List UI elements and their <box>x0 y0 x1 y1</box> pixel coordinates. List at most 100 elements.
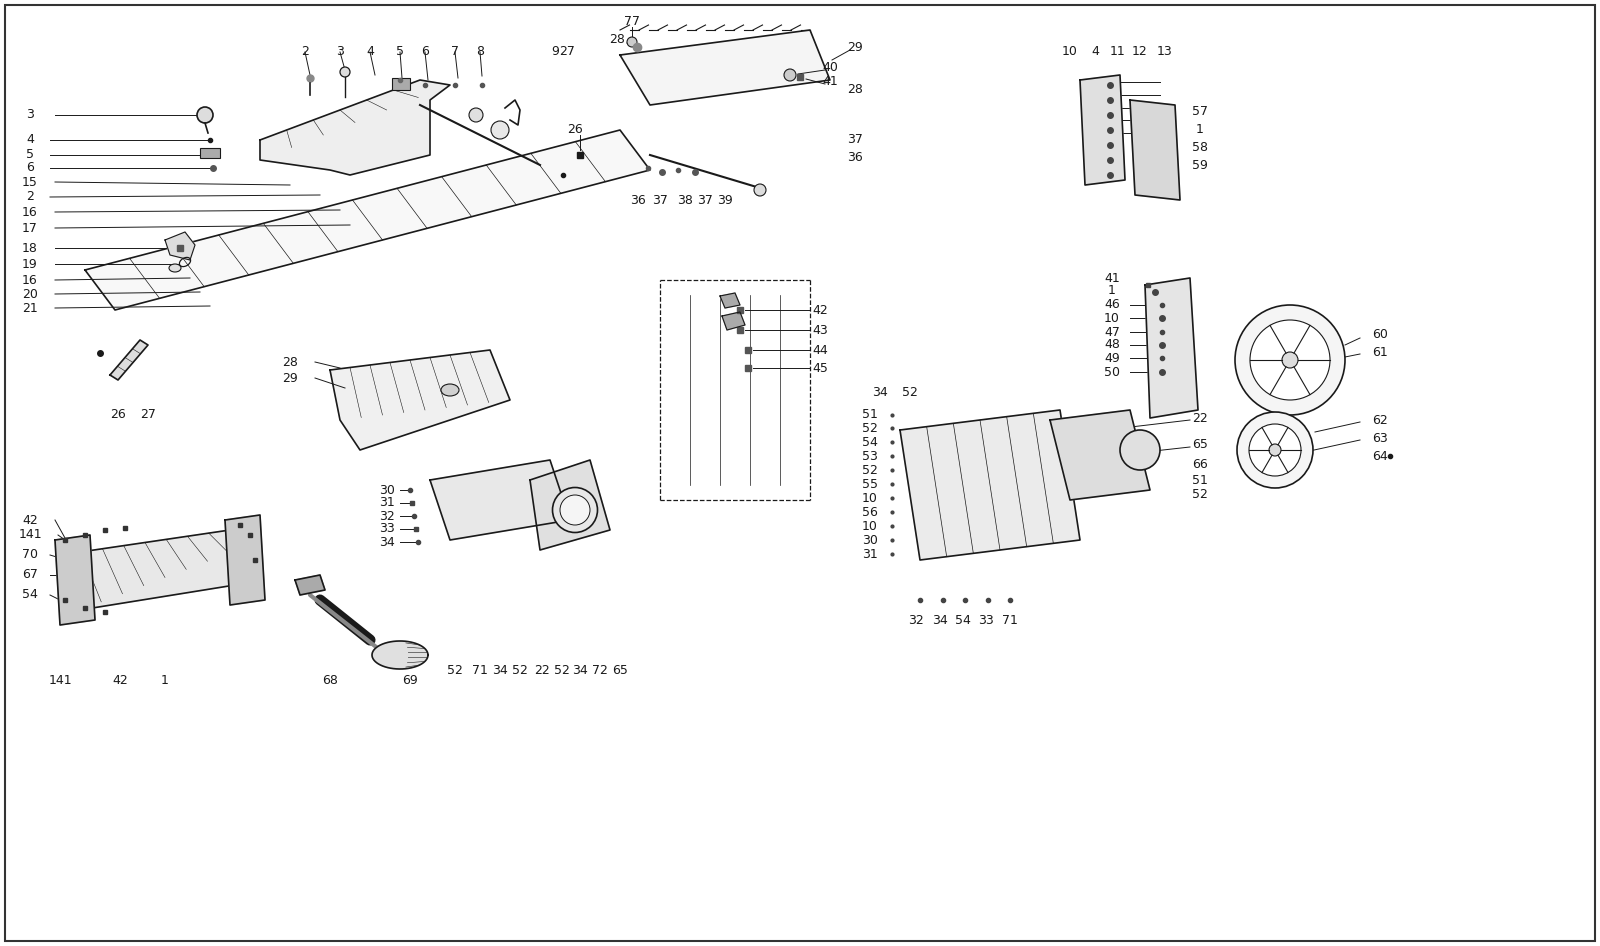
Text: 45: 45 <box>813 361 827 375</box>
Text: 4: 4 <box>366 45 374 59</box>
Circle shape <box>469 108 483 122</box>
Text: 33: 33 <box>978 614 994 626</box>
Text: 9: 9 <box>550 45 558 59</box>
Text: 41: 41 <box>1104 272 1120 285</box>
Text: 54: 54 <box>22 588 38 602</box>
Text: 13: 13 <box>1157 45 1173 59</box>
Ellipse shape <box>170 264 181 272</box>
Text: 50: 50 <box>1104 365 1120 378</box>
Text: 52: 52 <box>1192 488 1208 501</box>
Text: 21: 21 <box>22 302 38 314</box>
Polygon shape <box>1050 410 1150 500</box>
Text: 27: 27 <box>141 409 155 422</box>
Text: 29: 29 <box>846 42 862 55</box>
Text: 30: 30 <box>379 483 395 497</box>
Text: 28: 28 <box>282 356 298 369</box>
Text: 28: 28 <box>610 33 626 46</box>
Text: 36: 36 <box>630 194 646 206</box>
Circle shape <box>1282 352 1298 368</box>
Text: 57: 57 <box>1192 106 1208 118</box>
Text: 66: 66 <box>1192 459 1208 471</box>
Text: 18: 18 <box>22 241 38 254</box>
Text: 3: 3 <box>26 109 34 121</box>
Polygon shape <box>1130 100 1181 200</box>
Bar <box>200 148 221 158</box>
Text: 32: 32 <box>379 510 395 522</box>
Text: 34: 34 <box>933 614 947 626</box>
Ellipse shape <box>552 487 597 533</box>
Polygon shape <box>530 460 610 550</box>
Text: 52: 52 <box>446 663 462 676</box>
Circle shape <box>339 67 350 77</box>
Polygon shape <box>430 460 570 540</box>
Circle shape <box>1235 305 1346 415</box>
Polygon shape <box>722 312 746 330</box>
Text: 71: 71 <box>1002 614 1018 626</box>
Text: 49: 49 <box>1104 352 1120 364</box>
Text: 1: 1 <box>1109 284 1115 296</box>
Text: 4: 4 <box>26 133 34 147</box>
Polygon shape <box>54 535 94 625</box>
Text: 60: 60 <box>1373 328 1387 342</box>
Ellipse shape <box>442 384 459 396</box>
Text: 55: 55 <box>862 478 878 490</box>
Text: 47: 47 <box>1104 325 1120 339</box>
Text: 1: 1 <box>162 674 170 687</box>
Polygon shape <box>330 350 510 450</box>
Text: 61: 61 <box>1373 345 1387 359</box>
Text: 63: 63 <box>1373 431 1387 445</box>
Text: 10: 10 <box>862 492 878 504</box>
Text: 17: 17 <box>22 221 38 235</box>
Text: 141: 141 <box>18 529 42 541</box>
Text: 64: 64 <box>1373 449 1387 463</box>
Text: 36: 36 <box>846 151 862 165</box>
Text: 39: 39 <box>717 194 733 206</box>
Text: 34: 34 <box>379 535 395 549</box>
Polygon shape <box>110 340 147 380</box>
Text: 41: 41 <box>822 76 838 89</box>
Text: 43: 43 <box>813 324 827 337</box>
Text: 37: 37 <box>698 194 714 206</box>
Text: 22: 22 <box>534 663 550 676</box>
Polygon shape <box>165 232 195 260</box>
Circle shape <box>627 37 637 47</box>
Text: 19: 19 <box>22 257 38 271</box>
Circle shape <box>1237 412 1314 488</box>
Text: 34: 34 <box>872 386 888 398</box>
Text: 12: 12 <box>1133 45 1147 59</box>
Text: 16: 16 <box>22 205 38 219</box>
Text: 56: 56 <box>862 505 878 518</box>
Text: 52: 52 <box>554 663 570 676</box>
Text: 27: 27 <box>558 45 574 59</box>
Text: 58: 58 <box>1192 142 1208 154</box>
Polygon shape <box>1080 75 1125 185</box>
Text: 71: 71 <box>472 663 488 676</box>
Polygon shape <box>259 80 450 175</box>
Text: 10: 10 <box>1104 311 1120 324</box>
Text: 31: 31 <box>862 548 878 560</box>
Polygon shape <box>899 410 1080 560</box>
Circle shape <box>1269 444 1282 456</box>
Text: 37: 37 <box>653 194 667 206</box>
Text: 28: 28 <box>846 83 862 96</box>
Polygon shape <box>373 641 429 669</box>
Text: 70: 70 <box>22 549 38 562</box>
Text: 42: 42 <box>813 304 827 317</box>
Text: 44: 44 <box>813 343 827 357</box>
Text: 10: 10 <box>862 519 878 533</box>
Polygon shape <box>621 30 830 105</box>
Text: 42: 42 <box>112 674 128 687</box>
Text: 46: 46 <box>1104 299 1120 311</box>
Text: 52: 52 <box>862 464 878 477</box>
Text: 54: 54 <box>862 435 878 448</box>
Text: 72: 72 <box>592 663 608 676</box>
Text: 2: 2 <box>301 45 309 59</box>
Text: 77: 77 <box>624 15 640 28</box>
Text: 51: 51 <box>1192 474 1208 486</box>
Text: 8: 8 <box>477 45 483 59</box>
Circle shape <box>491 121 509 139</box>
Bar <box>392 78 410 90</box>
Text: 62: 62 <box>1373 413 1387 427</box>
Text: 51: 51 <box>862 409 878 422</box>
Text: 26: 26 <box>110 409 126 422</box>
